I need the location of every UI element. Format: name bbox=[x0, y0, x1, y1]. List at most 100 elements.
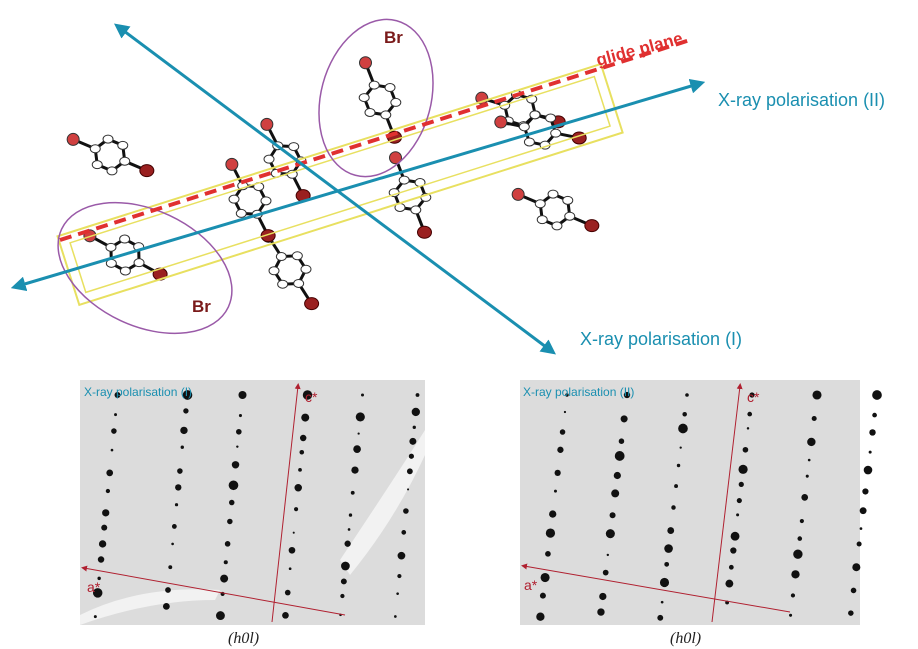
reflection bbox=[220, 575, 228, 583]
reflection bbox=[743, 447, 749, 453]
atom bbox=[537, 216, 547, 224]
reflection bbox=[163, 603, 170, 610]
reflection bbox=[621, 415, 628, 422]
atom bbox=[519, 123, 529, 131]
reflection bbox=[614, 472, 621, 479]
atom bbox=[524, 138, 534, 146]
reflection bbox=[397, 574, 401, 578]
reflection bbox=[94, 615, 97, 618]
atom bbox=[551, 129, 561, 137]
reflection bbox=[416, 393, 420, 397]
reflection bbox=[102, 509, 109, 516]
atom bbox=[381, 111, 391, 119]
atom bbox=[294, 279, 304, 287]
reflection bbox=[540, 593, 546, 599]
reflection bbox=[349, 513, 352, 516]
reflection bbox=[401, 530, 406, 535]
reflection bbox=[736, 513, 739, 516]
atom-label: Br bbox=[384, 28, 403, 47]
atom bbox=[289, 143, 299, 151]
atom bbox=[369, 81, 379, 89]
reflection bbox=[554, 490, 557, 493]
reflection bbox=[560, 429, 566, 435]
reflection bbox=[407, 488, 409, 490]
atom bbox=[107, 167, 117, 175]
reflection bbox=[351, 491, 355, 495]
polarisation-label: X-ray polarisation (II) bbox=[718, 90, 885, 110]
atom bbox=[120, 157, 130, 165]
atom bbox=[535, 200, 545, 208]
axis-label: c* bbox=[305, 389, 318, 405]
reflection bbox=[285, 590, 291, 596]
reflection bbox=[789, 614, 792, 617]
atom bbox=[565, 212, 575, 220]
reflection bbox=[857, 541, 862, 546]
br-ellipse bbox=[37, 177, 253, 360]
atom bbox=[411, 206, 421, 214]
atom bbox=[264, 155, 274, 163]
reflection bbox=[739, 482, 744, 487]
panel-title: X-ray polarisation (I) bbox=[84, 385, 192, 399]
reflection bbox=[353, 445, 361, 453]
reflection bbox=[747, 412, 752, 417]
reflection bbox=[731, 532, 740, 541]
reflection bbox=[165, 587, 171, 593]
reflection bbox=[725, 580, 733, 588]
reflection bbox=[660, 578, 669, 587]
reflection bbox=[412, 408, 420, 416]
reflection bbox=[172, 524, 177, 529]
axis-label: a* bbox=[87, 579, 101, 595]
reflection bbox=[227, 519, 233, 525]
reflection bbox=[99, 540, 106, 547]
reflection bbox=[236, 429, 242, 435]
reflection bbox=[806, 475, 809, 478]
atom bbox=[391, 98, 401, 106]
atom bbox=[92, 161, 102, 169]
reflection bbox=[175, 503, 178, 506]
reflection bbox=[657, 615, 663, 621]
reflection bbox=[611, 489, 619, 497]
atom bbox=[552, 222, 562, 230]
atom bbox=[90, 145, 100, 153]
reflection bbox=[615, 451, 625, 461]
atom bbox=[269, 267, 279, 275]
reflection bbox=[403, 508, 409, 514]
reflection bbox=[407, 468, 413, 474]
reflection bbox=[341, 562, 350, 571]
atom bbox=[546, 114, 556, 122]
reflection bbox=[606, 529, 615, 538]
reflection bbox=[168, 565, 172, 569]
atom bbox=[236, 209, 246, 217]
reflection bbox=[111, 428, 117, 434]
reflection bbox=[236, 445, 238, 447]
figure: glide plane X-ray polarisation (II) X-ra… bbox=[0, 0, 918, 649]
reflection bbox=[398, 552, 406, 560]
reflection bbox=[848, 610, 854, 616]
reflection bbox=[293, 532, 295, 534]
reflection bbox=[344, 541, 350, 547]
glide-line bbox=[60, 40, 690, 240]
reflection bbox=[869, 429, 875, 435]
reflection bbox=[661, 601, 664, 604]
reflection bbox=[738, 465, 747, 474]
reflection bbox=[409, 454, 414, 459]
atom bbox=[359, 94, 369, 102]
reflection bbox=[294, 484, 301, 491]
axis-label: c* bbox=[747, 389, 760, 405]
reflection bbox=[396, 592, 399, 595]
reflection bbox=[747, 427, 749, 429]
reflection bbox=[791, 570, 799, 578]
reflection bbox=[555, 470, 561, 476]
reflection bbox=[549, 510, 556, 517]
reflection bbox=[541, 573, 550, 582]
reflection bbox=[671, 505, 675, 509]
reflection bbox=[664, 562, 669, 567]
glide-boxes bbox=[58, 64, 623, 305]
reflection bbox=[812, 390, 821, 399]
reflection bbox=[864, 466, 873, 475]
reflection bbox=[545, 551, 551, 557]
reflection bbox=[793, 549, 802, 558]
reflection bbox=[340, 594, 344, 598]
reflection bbox=[812, 416, 817, 421]
reflection bbox=[216, 611, 225, 620]
